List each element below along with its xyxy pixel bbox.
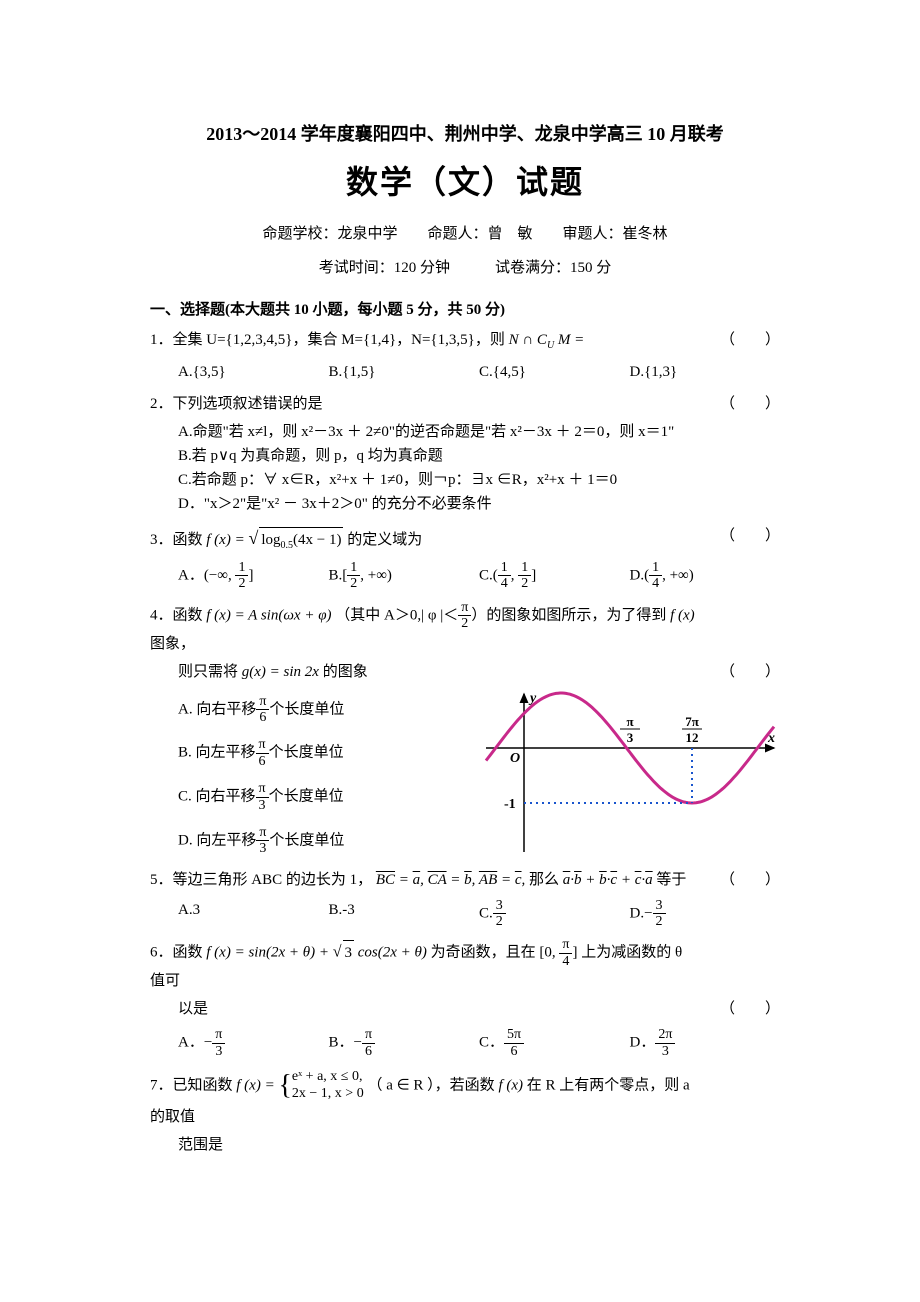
svg-text:x: x — [767, 731, 775, 746]
q3-options: A．(−∞, 12] B.[12, +∞) C.(14, 12] D.(14, … — [150, 558, 780, 594]
answer-blank: （ ） — [720, 524, 780, 548]
q5-vectors: BC = a, CA = b, AB = c, — [376, 872, 529, 888]
exam-title: 数学（文）试题 — [150, 157, 780, 208]
q6-options: A．−π3 B．−π6 C．5π6 D．2π3 — [150, 1025, 780, 1061]
q3-sqrt: log0.5(4x − 1) — [259, 527, 343, 554]
q5-opt-b: B.-3 — [329, 896, 480, 932]
answer-blank: （ ） — [720, 997, 780, 1021]
q5-expr: a·b + b·c + c·a — [563, 872, 657, 888]
question-4: 4．函数 f (x) = A sin(ωx + φ) （其中 A＞0,| φ |… — [150, 600, 780, 656]
answer-blank: （ ） — [720, 392, 780, 416]
answer-blank: （ ） — [720, 660, 780, 684]
q3-fx: f (x) = — [206, 532, 244, 548]
question-4-line2: 则只需将 g(x) = sin 2x 的图象 （ ） — [150, 660, 780, 684]
svg-text:π: π — [626, 714, 633, 729]
q6-opt-d: D．2π3 — [630, 1025, 781, 1061]
answer-blank: （ ） — [720, 868, 780, 892]
svg-text:-1: -1 — [504, 797, 516, 812]
exam-meta-authors: 命题学校：龙泉中学 命题人：曾 敏 审题人：崔冬林 — [150, 222, 780, 246]
q3-opt-c: C.(14, 12] — [479, 558, 630, 594]
q2-opt-a: A.命题"若 x≠l，则 x²－3x ＋ 2≠0"的逆否命题是"若 x²－3x … — [150, 420, 780, 444]
q4-graph: O -1 x y π3 7π12 — [474, 688, 780, 868]
question-6-line2: 以是 （ ） — [150, 997, 780, 1021]
answer-blank: （ ） — [720, 328, 780, 352]
q6-opt-c: C．5π6 — [479, 1025, 630, 1061]
q4-opt-a: A. 向右平移π6个长度单位 — [150, 688, 474, 732]
q3-opt-d: D.(14, +∞) — [630, 558, 781, 594]
q1-expr: N ∩ CU M = — [509, 332, 585, 348]
q4-fx: f (x) = A sin(ωx + φ) — [206, 607, 331, 623]
q5-opt-c: C.32 — [479, 896, 630, 932]
q5-lead: 5．等边三角形 ABC 的边长为 1， — [150, 872, 372, 888]
q2-opt-b: B.若 p∨q 为真命题，则 p，q 均为真命题 — [150, 444, 780, 468]
q4-opt-c: C. 向右平移π3个长度单位 — [150, 775, 474, 819]
q2-stem: 2．下列选项叙述错误的是 — [150, 392, 780, 416]
exam-meta-time: 考试时间：120 分钟 试卷满分：150 分 — [150, 256, 780, 280]
svg-text:7π: 7π — [685, 714, 699, 729]
q5-opt-d: D.−32 — [630, 896, 781, 932]
q4-lead: 4．函数 — [150, 607, 206, 623]
q3-tail: 的定义域为 — [347, 532, 422, 548]
q3-opt-a: A．(−∞, 12] — [178, 558, 329, 594]
q1-opt-d: D.{1,3} — [630, 358, 781, 386]
q2-opt-c: C.若命题 p：∀ x∈R，x²+x ＋ 1≠0，则￢p：∃x ∈R，x²+x … — [150, 468, 780, 492]
q1-options: A.{3,5} B.{1,5} C.{4,5} D.{1,3} — [150, 358, 780, 386]
svg-text:3: 3 — [627, 730, 634, 745]
q4-opt-d: D. 向左平移π3个长度单位 — [150, 819, 474, 863]
q1-opt-b: B.{1,5} — [329, 358, 480, 386]
question-6: 6．函数 f (x) = sin(2x + θ) + √3 cos(2x + θ… — [150, 937, 780, 993]
q6-opt-a: A．−π3 — [178, 1025, 329, 1061]
q6-opt-b: B．−π6 — [329, 1025, 480, 1061]
question-7-line2: 范围是 — [150, 1133, 780, 1157]
svg-text:O: O — [510, 751, 520, 766]
q1-opt-c: C.{4,5} — [479, 358, 630, 386]
q1-stem-a: 1．全集 U={1,2,3,4,5}，集合 M={1,4}，N={1,3,5}，… — [150, 332, 509, 348]
q5-opt-a: A.3 — [178, 896, 329, 932]
section-heading: 一、选择题(本大题共 10 小题，每小题 5 分，共 50 分) — [150, 298, 780, 322]
q3-opt-b: B.[12, +∞) — [329, 558, 480, 594]
question-2: 2．下列选项叙述错误的是 （ ） — [150, 392, 780, 416]
q4-body: A. 向右平移π6个长度单位 B. 向左平移π6个长度单位 C. 向右平移π3个… — [150, 688, 780, 868]
question-3: 3．函数 f (x) = √log0.5(4x − 1) 的定义域为 （ ） — [150, 524, 780, 554]
q5-options: A.3 B.-3 C.32 D.−32 — [150, 896, 780, 932]
svg-text:12: 12 — [686, 730, 699, 745]
question-7: 7．已知函数 f (x) = { eˣ + a, x ≤ 0, 2x − 1, … — [150, 1067, 780, 1129]
exam-header-line1: 2013～2014 学年度襄阳四中、荆州中学、龙泉中学高三 10 月联考 — [150, 120, 780, 149]
question-1: 1．全集 U={1,2,3,4,5}，集合 M={1,4}，N={1,3,5}，… — [150, 328, 780, 354]
question-5: 5．等边三角形 ABC 的边长为 1， BC = a, CA = b, AB =… — [150, 868, 780, 892]
q1-opt-a: A.{3,5} — [178, 358, 329, 386]
svg-text:y: y — [528, 691, 537, 706]
q2-opt-d: D．"x＞2"是"x² － 3x＋2＞0" 的充分不必要条件 — [150, 492, 780, 516]
q4-opt-b: B. 向左平移π6个长度单位 — [150, 731, 474, 775]
q3-lead: 3．函数 — [150, 532, 203, 548]
